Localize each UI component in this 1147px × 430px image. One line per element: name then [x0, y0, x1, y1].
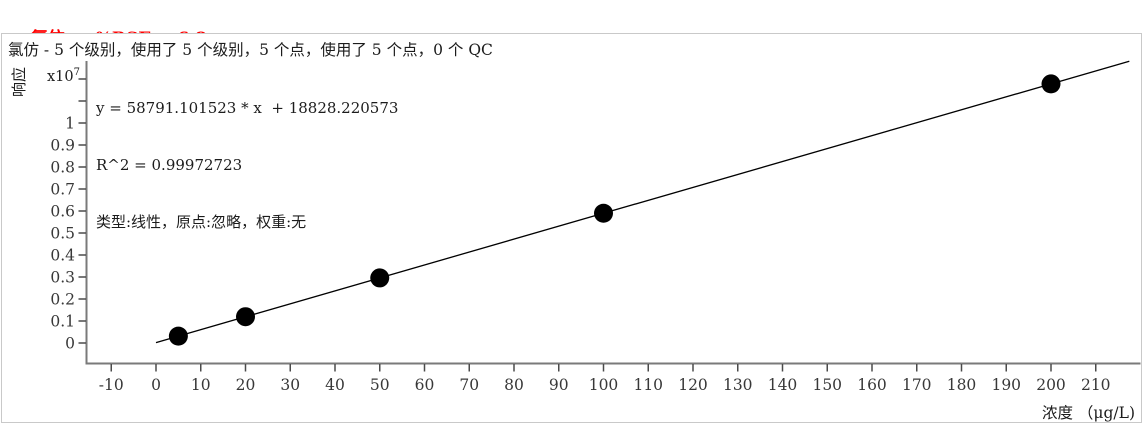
y-axis-multiplier-base: x10 — [46, 68, 74, 85]
y-tick-label: 0.1 — [50, 313, 75, 331]
curve-summary: 氯仿 - 5 个级别，使用了 5 个级别，5 个点，使用了 5 个点，0 个 Q… — [8, 41, 493, 59]
data-point[interactable] — [168, 326, 188, 346]
fit-equation: y = 58791.101523 * x + 18828.220573 — [96, 99, 399, 117]
x-tick-label: 10 — [191, 376, 211, 394]
y-tick-label: 0.8 — [50, 159, 75, 177]
x-axis-title: 浓度 （μg/L) — [1042, 404, 1135, 422]
y-tick-label: 0.7 — [50, 181, 75, 199]
x-tick-label: -10 — [99, 376, 124, 394]
y-tick-label: 0.3 — [50, 269, 75, 287]
fit-line — [155, 60, 1130, 344]
x-tick-label: 0 — [151, 376, 161, 394]
y-tick-label: 0.4 — [50, 247, 75, 265]
x-tick-label: 110 — [633, 376, 663, 394]
x-tick-label: 210 — [1081, 376, 1111, 394]
data-point[interactable] — [1041, 74, 1061, 94]
y-tick-label: 0 — [65, 335, 75, 353]
y-tick-label: 1 — [65, 115, 75, 133]
x-tick-label: 150 — [812, 376, 842, 394]
x-tick-label: 190 — [991, 376, 1021, 394]
x-tick-label: 30 — [280, 376, 300, 394]
x-tick-label: 180 — [947, 376, 977, 394]
x-tick-label: 130 — [723, 376, 753, 394]
x-tick-label: 60 — [415, 376, 435, 394]
fit-r-squared: R^2 = 0.99972723 — [96, 156, 243, 174]
fit-equation-block: y = 58791.101523 * x + 18828.220573 R^2 … — [96, 61, 398, 270]
x-tick-label: 140 — [768, 376, 798, 394]
y-axis-multiplier-exponent: 7 — [73, 67, 80, 78]
x-tick-label: 80 — [504, 376, 524, 394]
x-tick-label: 160 — [857, 376, 887, 394]
y-axis-multiplier: x107 — [32, 67, 80, 85]
y-tick-label: 0.6 — [50, 203, 75, 221]
curve-panel: 氯仿 - 5 个级别，使用了 5 个级别，5 个点，使用了 5 个点，0 个 Q… — [1, 33, 1142, 423]
x-tick-label: 70 — [459, 376, 479, 394]
x-tick-label: 40 — [325, 376, 345, 394]
x-tick-label: 170 — [902, 376, 932, 394]
x-tick-label: 120 — [678, 376, 708, 394]
data-point[interactable] — [236, 307, 255, 327]
data-point[interactable] — [370, 268, 390, 288]
x-tick-label: 90 — [549, 376, 569, 394]
x-tick-label: 50 — [370, 376, 390, 394]
x-tick-label: 100 — [589, 376, 619, 394]
x-tick-label: 200 — [1036, 376, 1066, 394]
data-point[interactable] — [594, 203, 613, 223]
y-tick-label: 0.2 — [50, 291, 75, 309]
fit-settings: 类型:线性，原点:忽略，权重:无 — [96, 213, 307, 231]
y-tick-label: 0.9 — [50, 137, 75, 155]
x-tick-label: 20 — [236, 376, 256, 394]
y-tick-label: 0.5 — [50, 225, 75, 243]
